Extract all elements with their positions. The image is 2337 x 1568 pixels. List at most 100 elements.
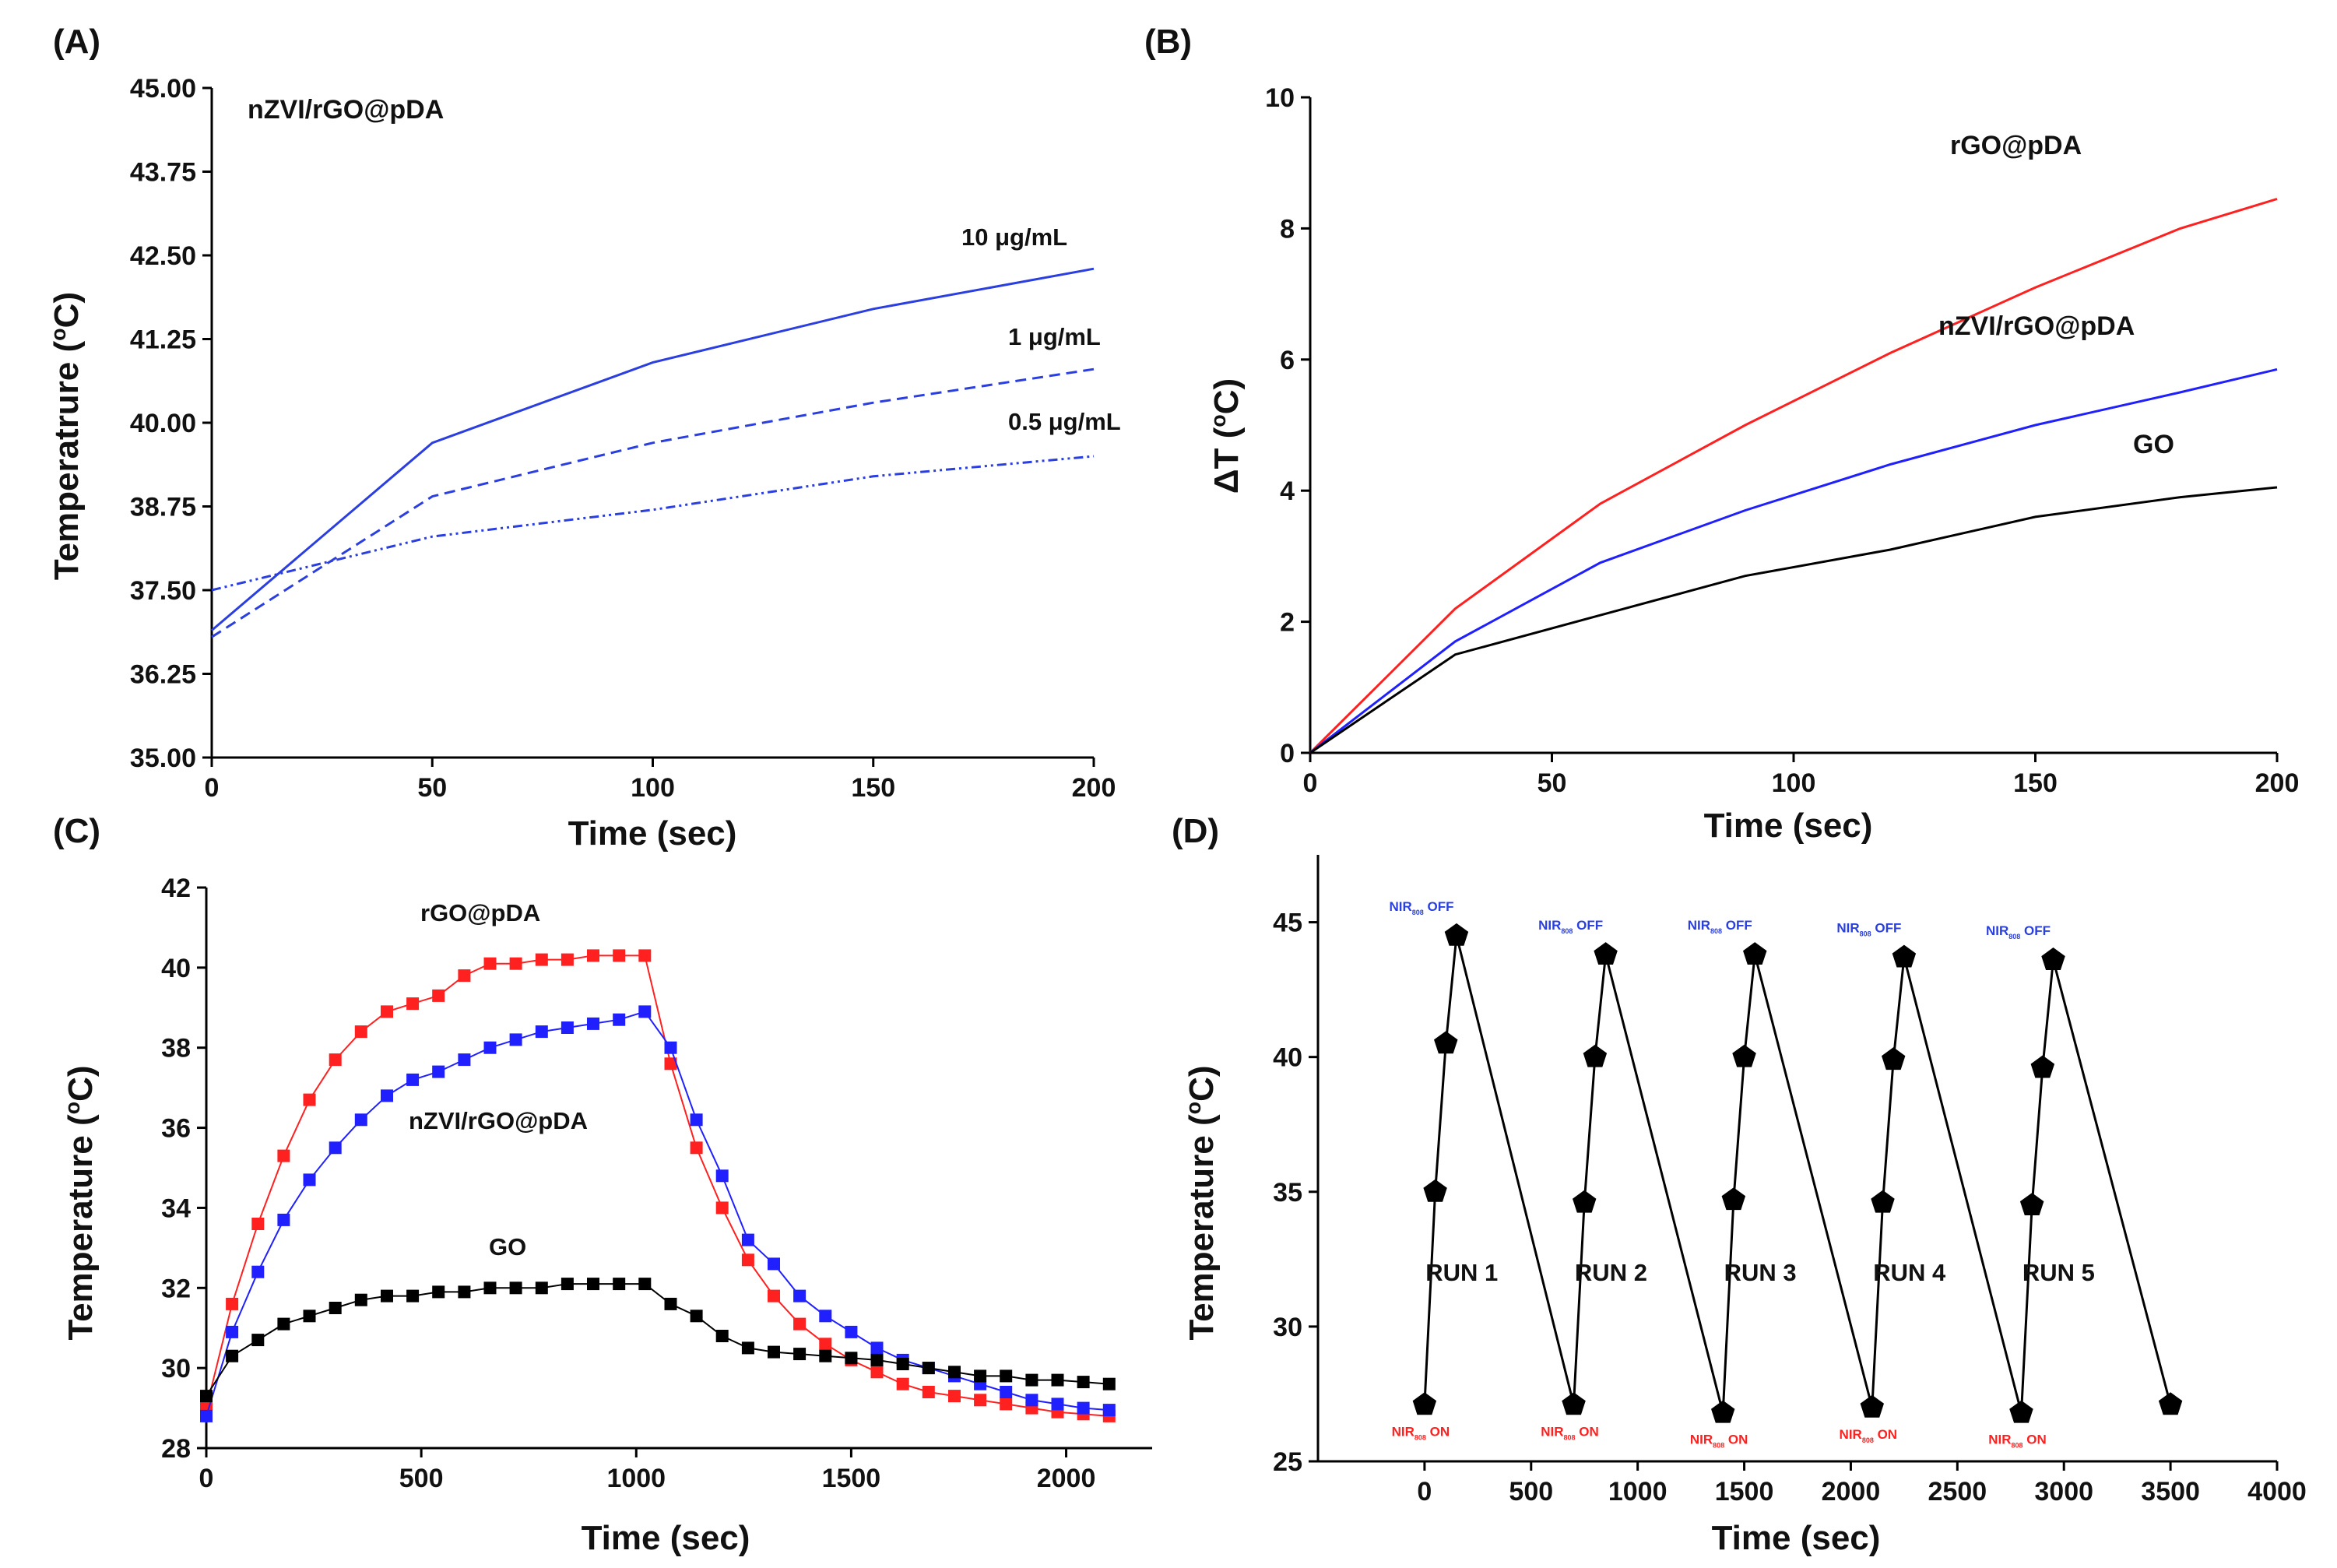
y-tick-label: 38	[161, 1034, 191, 1063]
x-tick-label: 2500	[1928, 1477, 1987, 1506]
data-point	[1743, 942, 1767, 965]
x-tick-label: 4000	[2247, 1477, 2307, 1506]
series-line-0	[1309, 198, 2278, 754]
panel-b-label-go: GO	[2133, 430, 2174, 459]
y-tick-label: 38.75	[130, 493, 196, 522]
nir-off-label: NIR808 OFF	[1688, 918, 1752, 935]
data-point	[922, 1362, 935, 1375]
data-point	[381, 1089, 393, 1102]
panel-d-label: (D)	[1172, 812, 1219, 850]
y-tick-label: 41.25	[130, 325, 196, 355]
y-tick-label: 37.50	[130, 576, 196, 606]
data-point	[1732, 1044, 1756, 1067]
data-point	[690, 1113, 703, 1127]
x-tick-label: 3500	[2141, 1477, 2200, 1506]
y-tick-label: 45.00	[130, 74, 196, 104]
y-tick-label: 2	[1280, 608, 1295, 638]
series-line-0	[211, 267, 1095, 631]
panel-c-label-go: GO	[489, 1233, 526, 1260]
data-point	[715, 1330, 729, 1342]
x-tick-label: 200	[2255, 768, 2300, 798]
data-point	[690, 1310, 703, 1323]
data-point	[819, 1349, 832, 1362]
data-point	[381, 1005, 393, 1018]
y-tick-label: 35.00	[130, 744, 196, 773]
data-point	[535, 953, 548, 966]
data-point	[819, 1338, 832, 1351]
data-point	[354, 1025, 367, 1039]
data-point	[1102, 1377, 1116, 1390]
run-label: RUN 2	[1575, 1259, 1647, 1286]
y-tick-label: 32	[161, 1274, 191, 1303]
run-label: RUN 1	[1425, 1259, 1498, 1286]
data-point	[432, 1065, 445, 1078]
data-point	[741, 1233, 754, 1246]
panel-c-label-nzvi: nZVI/rGO@pDA	[409, 1107, 588, 1134]
x-tick-label: 500	[1509, 1477, 1553, 1506]
data-point	[1583, 1044, 1608, 1067]
nir-on-label: NIR808 ON	[1690, 1433, 1748, 1450]
data-point	[200, 1390, 213, 1403]
data-point	[329, 1302, 342, 1314]
y-tick-label: 30	[161, 1354, 191, 1383]
x-tick-label: 2000	[1037, 1464, 1096, 1493]
y-tick-label: 36	[161, 1114, 191, 1144]
data-point	[870, 1341, 884, 1355]
x-tick-label: 1000	[606, 1464, 666, 1493]
data-point	[483, 957, 497, 970]
x-tick-label: 0	[205, 773, 220, 803]
panel-a-label-10ugml: 10 μg/mL	[961, 223, 1067, 251]
data-point	[1562, 1392, 1586, 1415]
data-point	[277, 1317, 290, 1331]
x-tick-label: 1500	[1715, 1477, 1774, 1506]
data-point	[1444, 923, 1469, 946]
data-point	[1892, 944, 1917, 968]
data-point	[303, 1310, 316, 1323]
data-point	[1077, 1401, 1090, 1415]
data-point	[768, 1345, 780, 1359]
data-point	[329, 1141, 342, 1155]
data-point	[329, 1053, 342, 1067]
data-point	[613, 949, 626, 962]
data-point	[251, 1218, 265, 1230]
data-point	[1051, 1397, 1064, 1411]
data-point	[1025, 1394, 1038, 1407]
data-point	[1573, 1190, 1597, 1213]
series-line-1	[206, 1011, 1109, 1417]
data-point	[1871, 1190, 1895, 1213]
data-point	[509, 957, 522, 970]
panel-a-plot-area: 0 50 100 150 200 35.00 36.25 37.50 38.75 40.00 41.…	[130, 74, 1116, 803]
panel-d-plot-area: 0 500 1000 1500 2000 2500 3000 3500 4000 25 30 35 40…	[1273, 855, 2307, 1506]
series-line-0	[1423, 935, 2172, 1414]
x-tick-label: 200	[1072, 773, 1116, 803]
y-tick-label: 36.25	[130, 660, 196, 690]
panel-b-x-label: Time (sec)	[1704, 807, 1873, 845]
data-point	[303, 1093, 316, 1106]
y-tick-label: 10	[1265, 83, 1295, 113]
series-line-2	[211, 455, 1095, 592]
y-tick-label: 8	[1280, 214, 1295, 244]
data-point	[715, 1169, 729, 1183]
data-point	[1000, 1397, 1013, 1411]
data-point	[664, 1057, 677, 1071]
data-point	[1102, 1404, 1116, 1417]
data-point	[458, 1053, 471, 1067]
data-point	[432, 989, 445, 1002]
data-point	[922, 1386, 935, 1398]
data-point	[845, 1352, 858, 1365]
data-point	[793, 1289, 807, 1303]
data-point	[896, 1358, 909, 1370]
panel-a-label: (A)	[53, 23, 100, 61]
data-point	[1077, 1376, 1090, 1389]
data-point	[613, 1278, 626, 1291]
panel-c-label-rgo-pda: rGO@pDA	[420, 899, 540, 926]
y-tick-label: 25	[1273, 1447, 1302, 1477]
data-point	[587, 1278, 599, 1291]
y-tick-label: 6	[1280, 346, 1295, 375]
data-point	[664, 1041, 677, 1054]
run-label: RUN 4	[1873, 1259, 1946, 1286]
data-point	[200, 1409, 213, 1422]
data-point	[638, 1278, 652, 1291]
panel-a-annotation: nZVI/rGO@pDA	[248, 95, 444, 125]
panel-a-x-label: Time (sec)	[568, 814, 737, 853]
